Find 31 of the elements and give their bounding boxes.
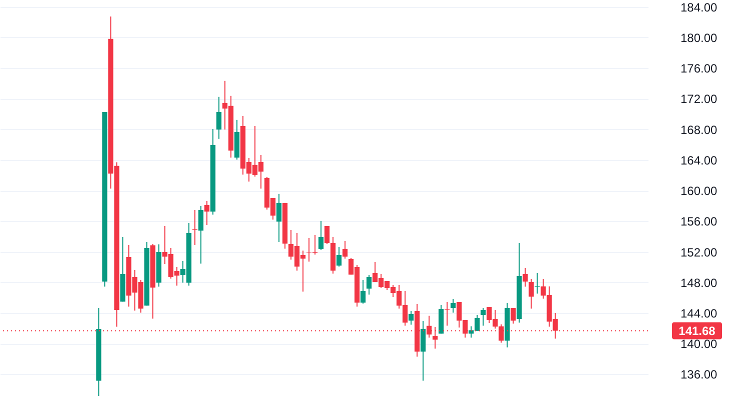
y-tick-label: 148.00	[680, 276, 718, 290]
candlestick	[336, 246, 342, 268]
y-tick-label: 140.00	[680, 337, 718, 352]
candlestick	[342, 240, 348, 260]
candlestick	[522, 268, 528, 288]
y-tick-label: 172.00	[680, 92, 718, 106]
y-tick-label: 168.00	[680, 122, 718, 137]
candlestick	[480, 308, 486, 326]
candlestick	[510, 308, 516, 324]
candlestick	[204, 200, 210, 226]
y-tick-label: 160.00	[680, 184, 718, 198]
candlestick	[420, 320, 426, 382]
ref-line-label: 141.68	[678, 324, 716, 338]
candlestick	[318, 220, 324, 250]
y-tick-label: 136.00	[680, 368, 718, 382]
candlestick	[528, 278, 534, 310]
candlestick	[216, 96, 222, 140]
candlestick	[198, 205, 204, 264]
y-tick-label: 184.00	[680, 0, 718, 14]
y-tick-label: 156.00	[680, 214, 718, 229]
y-tick-label: 164.00	[680, 153, 718, 168]
candlestick	[360, 280, 366, 304]
candlestick	[408, 310, 414, 326]
candlestick	[366, 274, 372, 296]
y-tick-label: 176.00	[680, 62, 718, 76]
y-tick-label: 152.00	[680, 245, 718, 260]
y-tick-label: 144.00	[680, 306, 718, 320]
candlestick	[324, 225, 330, 244]
y-tick-label: 180.00	[680, 31, 718, 45]
candlestick	[450, 298, 456, 314]
candlestick	[276, 193, 282, 242]
